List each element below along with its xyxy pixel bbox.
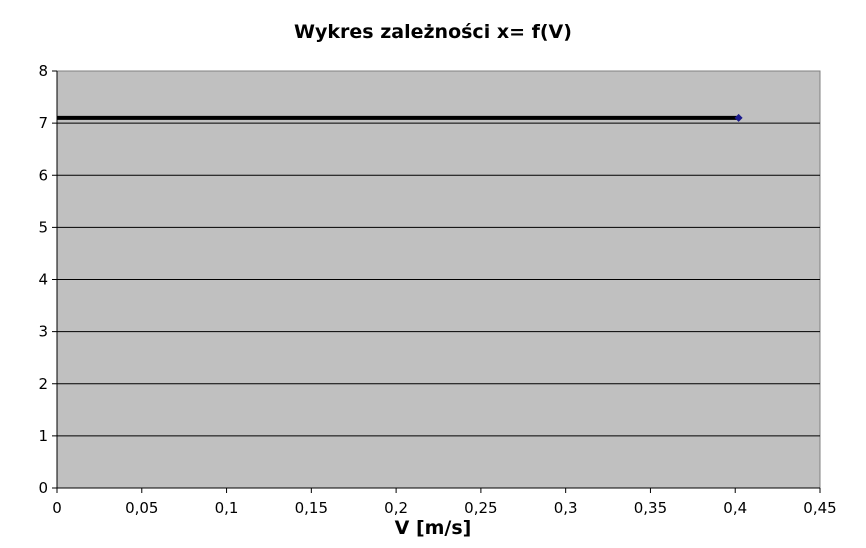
y-tick-label: 8: [38, 62, 48, 80]
x-tick-label: 0,25: [464, 499, 497, 517]
x-tick-label: 0,35: [634, 499, 667, 517]
y-tick-label: 3: [38, 323, 48, 341]
data-point-marker: [734, 113, 743, 122]
y-tick-label: 4: [38, 271, 48, 289]
y-tick-label: 7: [38, 114, 48, 132]
x-tick-label: 0,3: [554, 499, 578, 517]
x-tick-label: 0,1: [215, 499, 239, 517]
x-axis-label: V [m/s]: [394, 517, 472, 539]
y-tick-label: 2: [38, 375, 48, 393]
x-tick-label: 0,45: [803, 499, 836, 517]
y-tick-label: 1: [38, 427, 48, 445]
y-tick-label: 0: [38, 479, 48, 497]
y-tick-label: 6: [38, 166, 48, 184]
x-tick-label: 0,4: [723, 499, 747, 517]
y-tick-label: 5: [38, 218, 48, 236]
chart-title: Wykres zależności x= f(V): [294, 21, 572, 43]
x-tick-label: 0,05: [125, 499, 158, 517]
x-tick-label: 0,15: [295, 499, 328, 517]
x-tick-label: 0: [52, 499, 62, 517]
x-tick-label: 0,2: [384, 499, 408, 517]
